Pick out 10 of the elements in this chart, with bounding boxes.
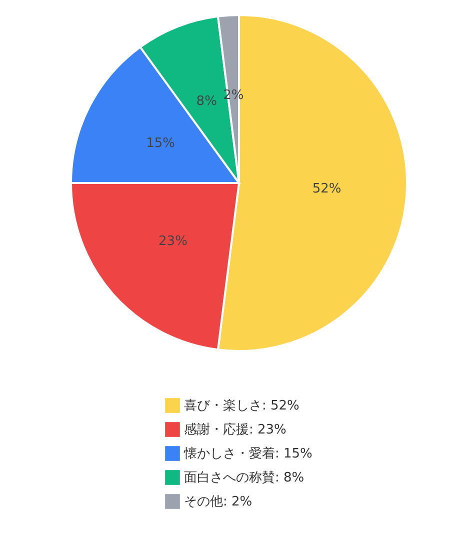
- data-label: 52%: [312, 182, 342, 197]
- legend-label: 面白さへの称賛: 8%: [184, 470, 304, 486]
- data-label: 15%: [146, 136, 176, 152]
- data-label: 8%: [196, 94, 217, 110]
- legend-label: 喜び・楽しさ: 52%: [184, 398, 300, 414]
- data-label: 2%: [223, 88, 244, 104]
- data-label: 23%: [158, 234, 188, 250]
- legend-label: その他: 2%: [184, 494, 252, 510]
- legend-label: 懐かしさ・愛着: 15%: [183, 446, 312, 462]
- legend-label: 感謝・応援: 23%: [184, 422, 286, 438]
